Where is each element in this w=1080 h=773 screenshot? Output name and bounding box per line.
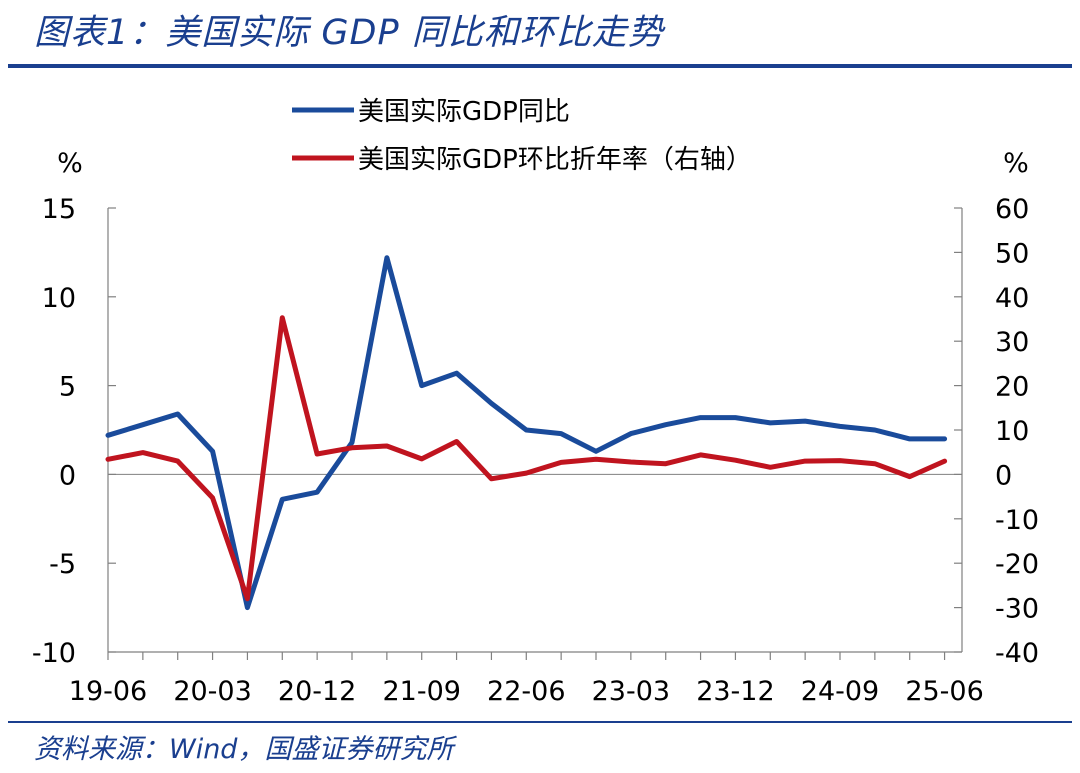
left-y-tick-label: -5 [49,549,76,580]
right-y-tick-label: -20 [995,549,1039,580]
right-y-tick-label: 10 [995,416,1029,447]
right-y-tick-label: -40 [995,638,1039,669]
x-tick-label: 23-12 [696,676,774,707]
right-y-tick-label: 60 [995,194,1029,225]
left-y-tick-label: 15 [42,194,76,225]
chart-axes: -10 -5 0 5 10 15 -40 -30 -20 -10 0 10 20 30 40 50 60% % 19… [32,148,1039,707]
legend-label: 美国实际GDP环比折年率（右轴） [358,145,752,175]
left-y-tick-label: 0 [59,460,76,491]
right-y-tick-label: -30 [995,594,1039,625]
series-line [105,315,948,602]
left-y-tick-label: 10 [42,283,76,314]
chart-series [105,255,948,611]
x-tick-label: 20-03 [173,676,251,707]
right-y-tick-label: 30 [995,327,1029,358]
figure-title: 图表1：美国实际 GDP 同比和环比走势 [34,13,664,53]
right-y-tick-label: 20 [995,372,1029,403]
source-note: 资料来源：Wind，国盛证券研究所 [34,734,454,765]
left-y-tick-label: 5 [59,372,76,403]
x-tick-label: 20-12 [278,676,356,707]
x-tick-label: 19-06 [69,676,147,707]
legend-label: 美国实际GDP同比 [358,97,570,127]
right-y-tick-label: 40 [995,283,1029,314]
x-tick-label: 22-06 [487,676,565,707]
x-tick-label: 25-06 [905,676,983,707]
series-line [105,255,948,611]
right-y-tick-label: -10 [995,505,1039,536]
right-y-axis-unit: % [1003,148,1029,179]
left-y-tick-label: -10 [32,638,76,669]
x-tick-label: 21-09 [382,676,460,707]
source-rule [8,721,1072,723]
right-y-tick-label: 50 [995,238,1029,269]
title-rule [8,64,1072,68]
right-y-tick-label: 0 [995,460,1012,491]
x-tick-label: 23-03 [592,676,670,707]
x-tick-label: 24-09 [801,676,879,707]
left-y-axis-unit: % [57,148,83,179]
